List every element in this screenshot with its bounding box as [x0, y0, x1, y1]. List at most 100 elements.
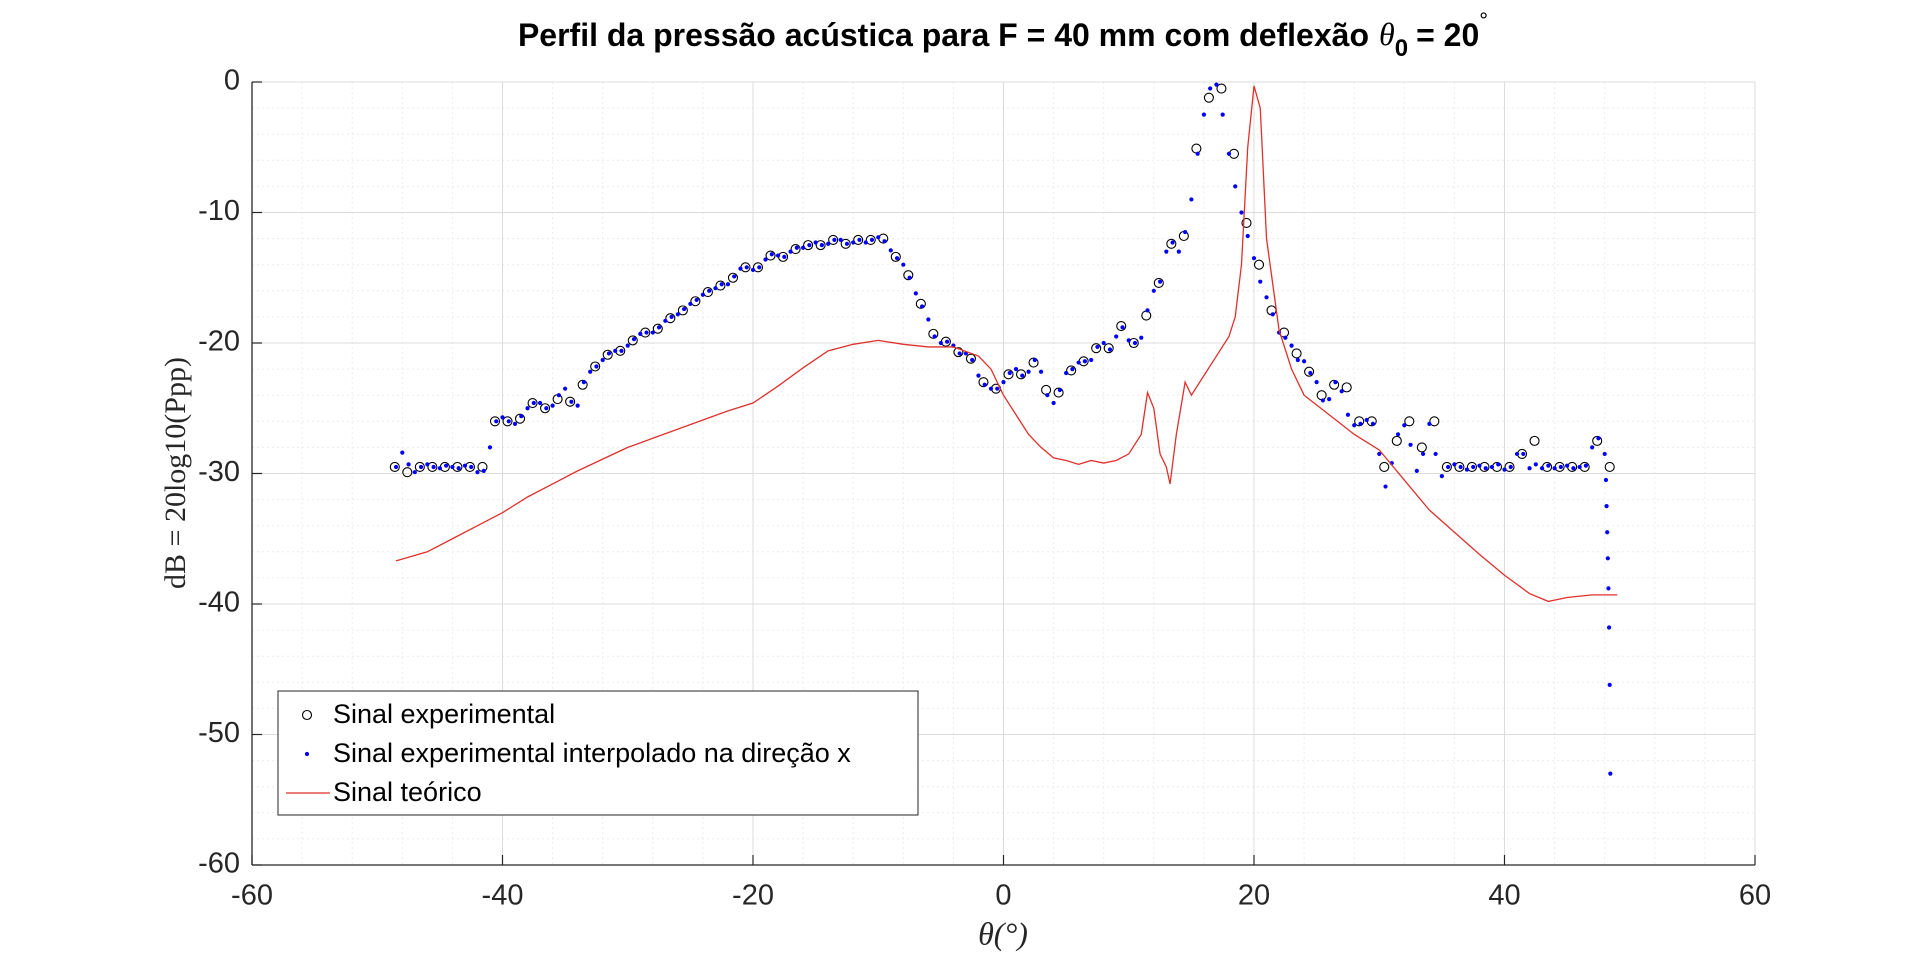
series-points — [389, 83, 1615, 478]
data-dot — [1358, 421, 1363, 427]
data-dot — [700, 292, 706, 297]
data-circle — [402, 467, 413, 478]
data-dot — [1395, 432, 1401, 437]
title-symbol: θ — [1379, 16, 1395, 52]
data-dot — [1558, 464, 1563, 470]
data-dot — [1214, 82, 1219, 87]
data-dot — [481, 468, 486, 473]
data-circle — [815, 240, 826, 251]
data-dot — [682, 306, 687, 312]
data-dot — [1552, 466, 1557, 471]
data-dot — [1176, 249, 1181, 254]
data-dot — [613, 348, 618, 353]
data-dot — [988, 386, 994, 391]
data-dot — [1164, 249, 1169, 254]
data-dot — [1603, 477, 1609, 483]
data-dot — [1377, 451, 1382, 457]
data-circle — [1253, 259, 1265, 270]
data-dot — [494, 419, 499, 424]
data-dot — [537, 400, 543, 406]
data-circle — [1028, 357, 1039, 368]
data-dot — [1521, 451, 1526, 457]
data-circle — [915, 298, 926, 309]
data-dot — [995, 386, 1000, 391]
x-tick-label: 60 — [1739, 880, 1771, 912]
data-dot — [1007, 370, 1012, 376]
y-tick-label: -20 — [198, 326, 240, 358]
data-circle — [527, 397, 538, 409]
data-circle — [1592, 435, 1603, 446]
y-tick-label: -40 — [198, 587, 240, 619]
data-circle — [1053, 387, 1064, 398]
data-dot — [882, 239, 887, 244]
legend: Sinal experimental Sinal experimental int… — [277, 690, 919, 816]
data-dot — [1038, 369, 1044, 374]
data-dot — [1364, 417, 1369, 423]
data-dot — [456, 466, 461, 471]
legend-label: Sinal teórico — [333, 777, 482, 807]
data-dot — [876, 235, 881, 240]
x-tick-label: -20 — [732, 880, 774, 912]
data-circle — [953, 347, 964, 358]
data-dot — [1032, 357, 1037, 363]
data-dot — [1608, 771, 1613, 776]
data-dot — [926, 317, 931, 322]
data-circle — [928, 328, 939, 339]
data-dot — [1064, 370, 1069, 376]
data-circle — [865, 234, 876, 245]
data-circle — [1379, 461, 1390, 473]
data-dot — [913, 291, 918, 296]
data-circle — [965, 353, 976, 364]
legend-label: Sinal experimental — [333, 699, 555, 729]
data-circle — [903, 270, 914, 281]
data-dot — [1082, 359, 1088, 364]
data-dot — [625, 343, 630, 348]
data-dot — [894, 256, 900, 261]
chart-title: Perfil da pressão acústica para F = 40 m… — [518, 8, 1488, 63]
data-dot — [1151, 288, 1156, 293]
data-dot — [588, 369, 593, 374]
data-dot — [1420, 451, 1426, 457]
data-dot — [750, 267, 756, 273]
y-tick-label: -50 — [198, 717, 240, 749]
data-dot — [437, 466, 442, 471]
data-dot — [1057, 387, 1062, 393]
data-dot — [1546, 463, 1551, 468]
y-tick-label: -10 — [198, 195, 240, 227]
data-circle — [502, 416, 513, 427]
y-tick-label: -60 — [198, 848, 240, 880]
data-dot — [563, 386, 568, 391]
data-dot — [851, 240, 856, 245]
data-dot — [544, 406, 549, 411]
data-dot — [1590, 445, 1595, 450]
data-dot — [581, 380, 587, 385]
x-tick-label: -60 — [231, 880, 273, 912]
data-dot — [550, 403, 555, 408]
data-circle — [1203, 92, 1214, 103]
data-circle — [790, 243, 801, 255]
data-dot — [431, 464, 436, 470]
data-dot — [819, 243, 824, 248]
legend-box — [277, 690, 919, 816]
data-dot — [857, 237, 862, 243]
legend-marker — [301, 709, 313, 721]
data-dot — [644, 330, 649, 335]
data-dot — [1289, 343, 1294, 348]
data-circle — [1116, 320, 1127, 332]
data-dot — [826, 241, 831, 246]
data-dot — [1602, 451, 1607, 457]
data-circle — [1391, 435, 1402, 446]
data-dot — [575, 403, 580, 408]
data-circle — [389, 461, 400, 473]
data-dot — [775, 253, 781, 258]
data-dot — [1170, 240, 1175, 245]
data-circle — [577, 379, 588, 390]
data-dot — [1145, 308, 1150, 313]
data-dot — [675, 312, 680, 317]
data-dot — [525, 406, 530, 411]
data-dot — [1452, 462, 1457, 467]
data-dot — [512, 421, 518, 427]
data-dot — [932, 334, 937, 339]
data-dot — [519, 413, 524, 419]
